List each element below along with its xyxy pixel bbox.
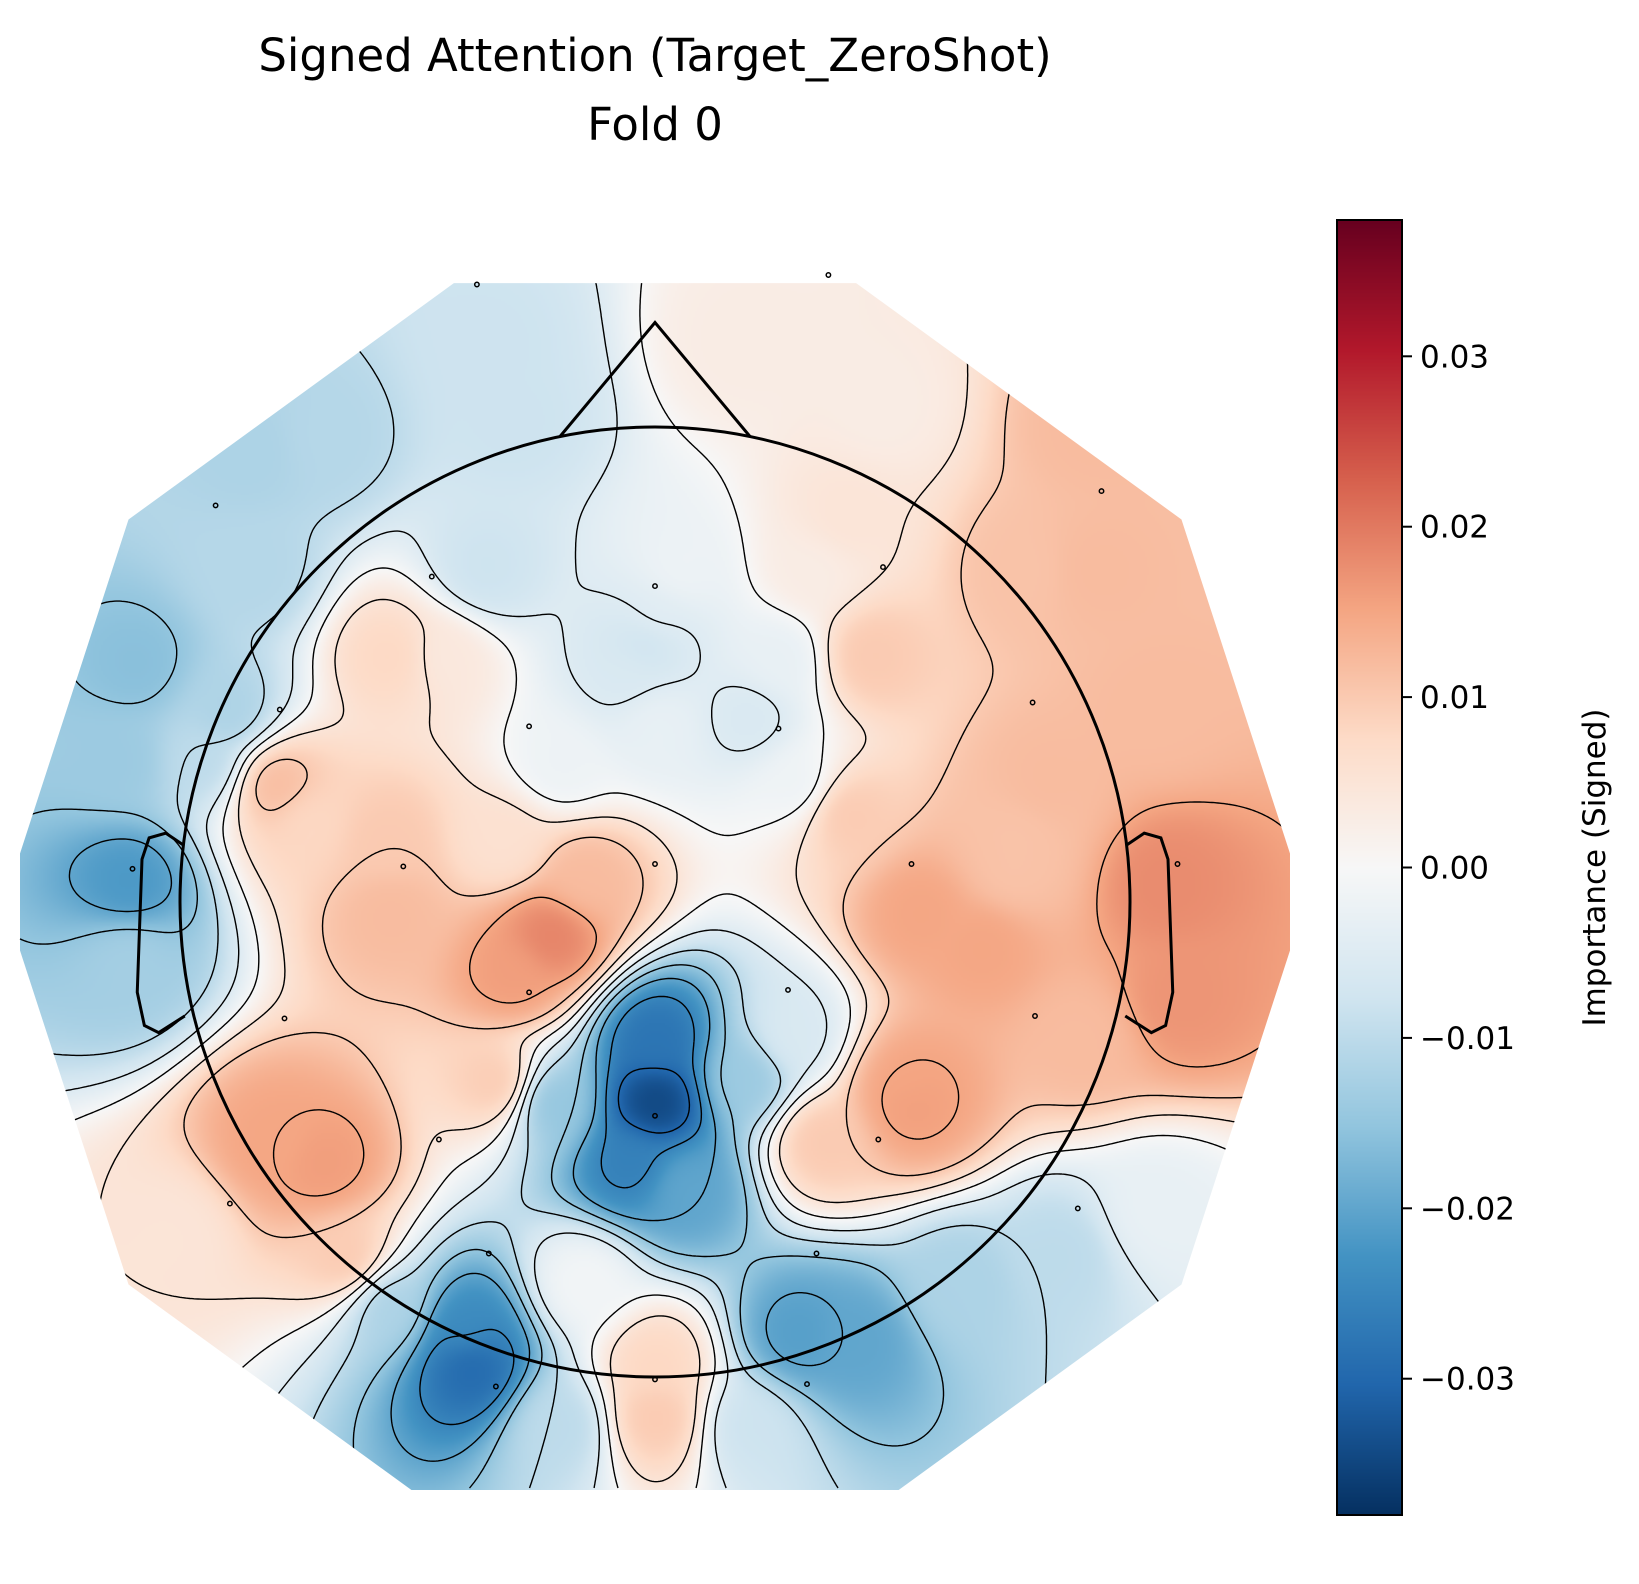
colorbar-gradient	[1337, 220, 1402, 1515]
colorbar: −0.03 −0.02 −0.01 0.00 0.01 0.02 0.03 Importan…	[1336, 219, 1613, 1516]
electrode-marker	[775, 725, 782, 732]
electrode-marker	[652, 583, 658, 590]
electrode-marker	[276, 706, 283, 713]
electrode-marker	[435, 1136, 442, 1143]
electrode-marker	[825, 272, 832, 278]
colorbar-tick-label: 0.01	[1420, 680, 1489, 716]
sensor-markers	[129, 272, 1181, 1390]
electrode-marker	[526, 723, 533, 730]
right-ear-outline	[1124, 831, 1175, 1035]
electrode-marker	[1174, 861, 1181, 867]
colorbar-tick-label: 0.00	[1420, 851, 1489, 887]
electrode-marker	[1032, 1013, 1038, 1019]
electrode-marker	[400, 863, 407, 870]
colorbar-tick-label: 0.02	[1420, 510, 1489, 546]
colorbar-tick-label: −0.02	[1420, 1191, 1515, 1227]
contour-line	[98, 283, 1289, 1483]
electrode-marker	[1074, 1205, 1081, 1212]
contour-line	[68, 838, 844, 1462]
electrode-marker	[226, 1200, 233, 1207]
electrode-marker	[492, 1383, 499, 1390]
electrode-marker	[212, 502, 219, 509]
electrode-marker	[652, 1376, 658, 1383]
electrode-marker	[129, 865, 136, 872]
electrode-marker	[652, 1112, 658, 1119]
colorbar-tick-label: −0.03	[1420, 1362, 1515, 1398]
colorbar-tick-label: 0.03	[1420, 339, 1489, 375]
electrode-marker	[880, 564, 886, 571]
colorbar-label: Importance (Signed)	[1577, 708, 1613, 1026]
topomap	[19, 272, 1290, 1490]
colorbar-ticks: −0.03 −0.02 −0.01 0.00 0.01 0.02 0.03	[1402, 339, 1515, 1398]
electrode-marker	[804, 1381, 810, 1388]
signed-attention-heatmap	[20, 283, 1290, 1490]
chart-title: Signed Attention (Target_ZeroShot)	[258, 29, 1051, 82]
electrode-marker	[473, 281, 480, 288]
electrode-marker	[813, 1250, 820, 1257]
electrode-marker	[428, 573, 435, 580]
nose-outline	[558, 320, 752, 438]
contour-line	[19, 283, 1289, 1489]
electrode-marker	[1029, 699, 1036, 706]
electrode-marker	[1098, 488, 1105, 495]
contour-line	[419, 995, 703, 1426]
electrode-marker	[785, 986, 791, 993]
colorbar-tick-label: −0.01	[1420, 1021, 1515, 1057]
electrode-marker	[652, 861, 658, 867]
electrode-marker	[908, 861, 915, 867]
electrode-marker	[485, 1250, 492, 1257]
electrode-marker	[526, 989, 533, 996]
electrode-marker	[281, 1015, 288, 1022]
left-ear-outline	[135, 831, 186, 1035]
electrode-marker	[875, 1136, 882, 1143]
chart-subtitle: Fold 0	[587, 98, 723, 151]
contour-line	[617, 1067, 691, 1134]
